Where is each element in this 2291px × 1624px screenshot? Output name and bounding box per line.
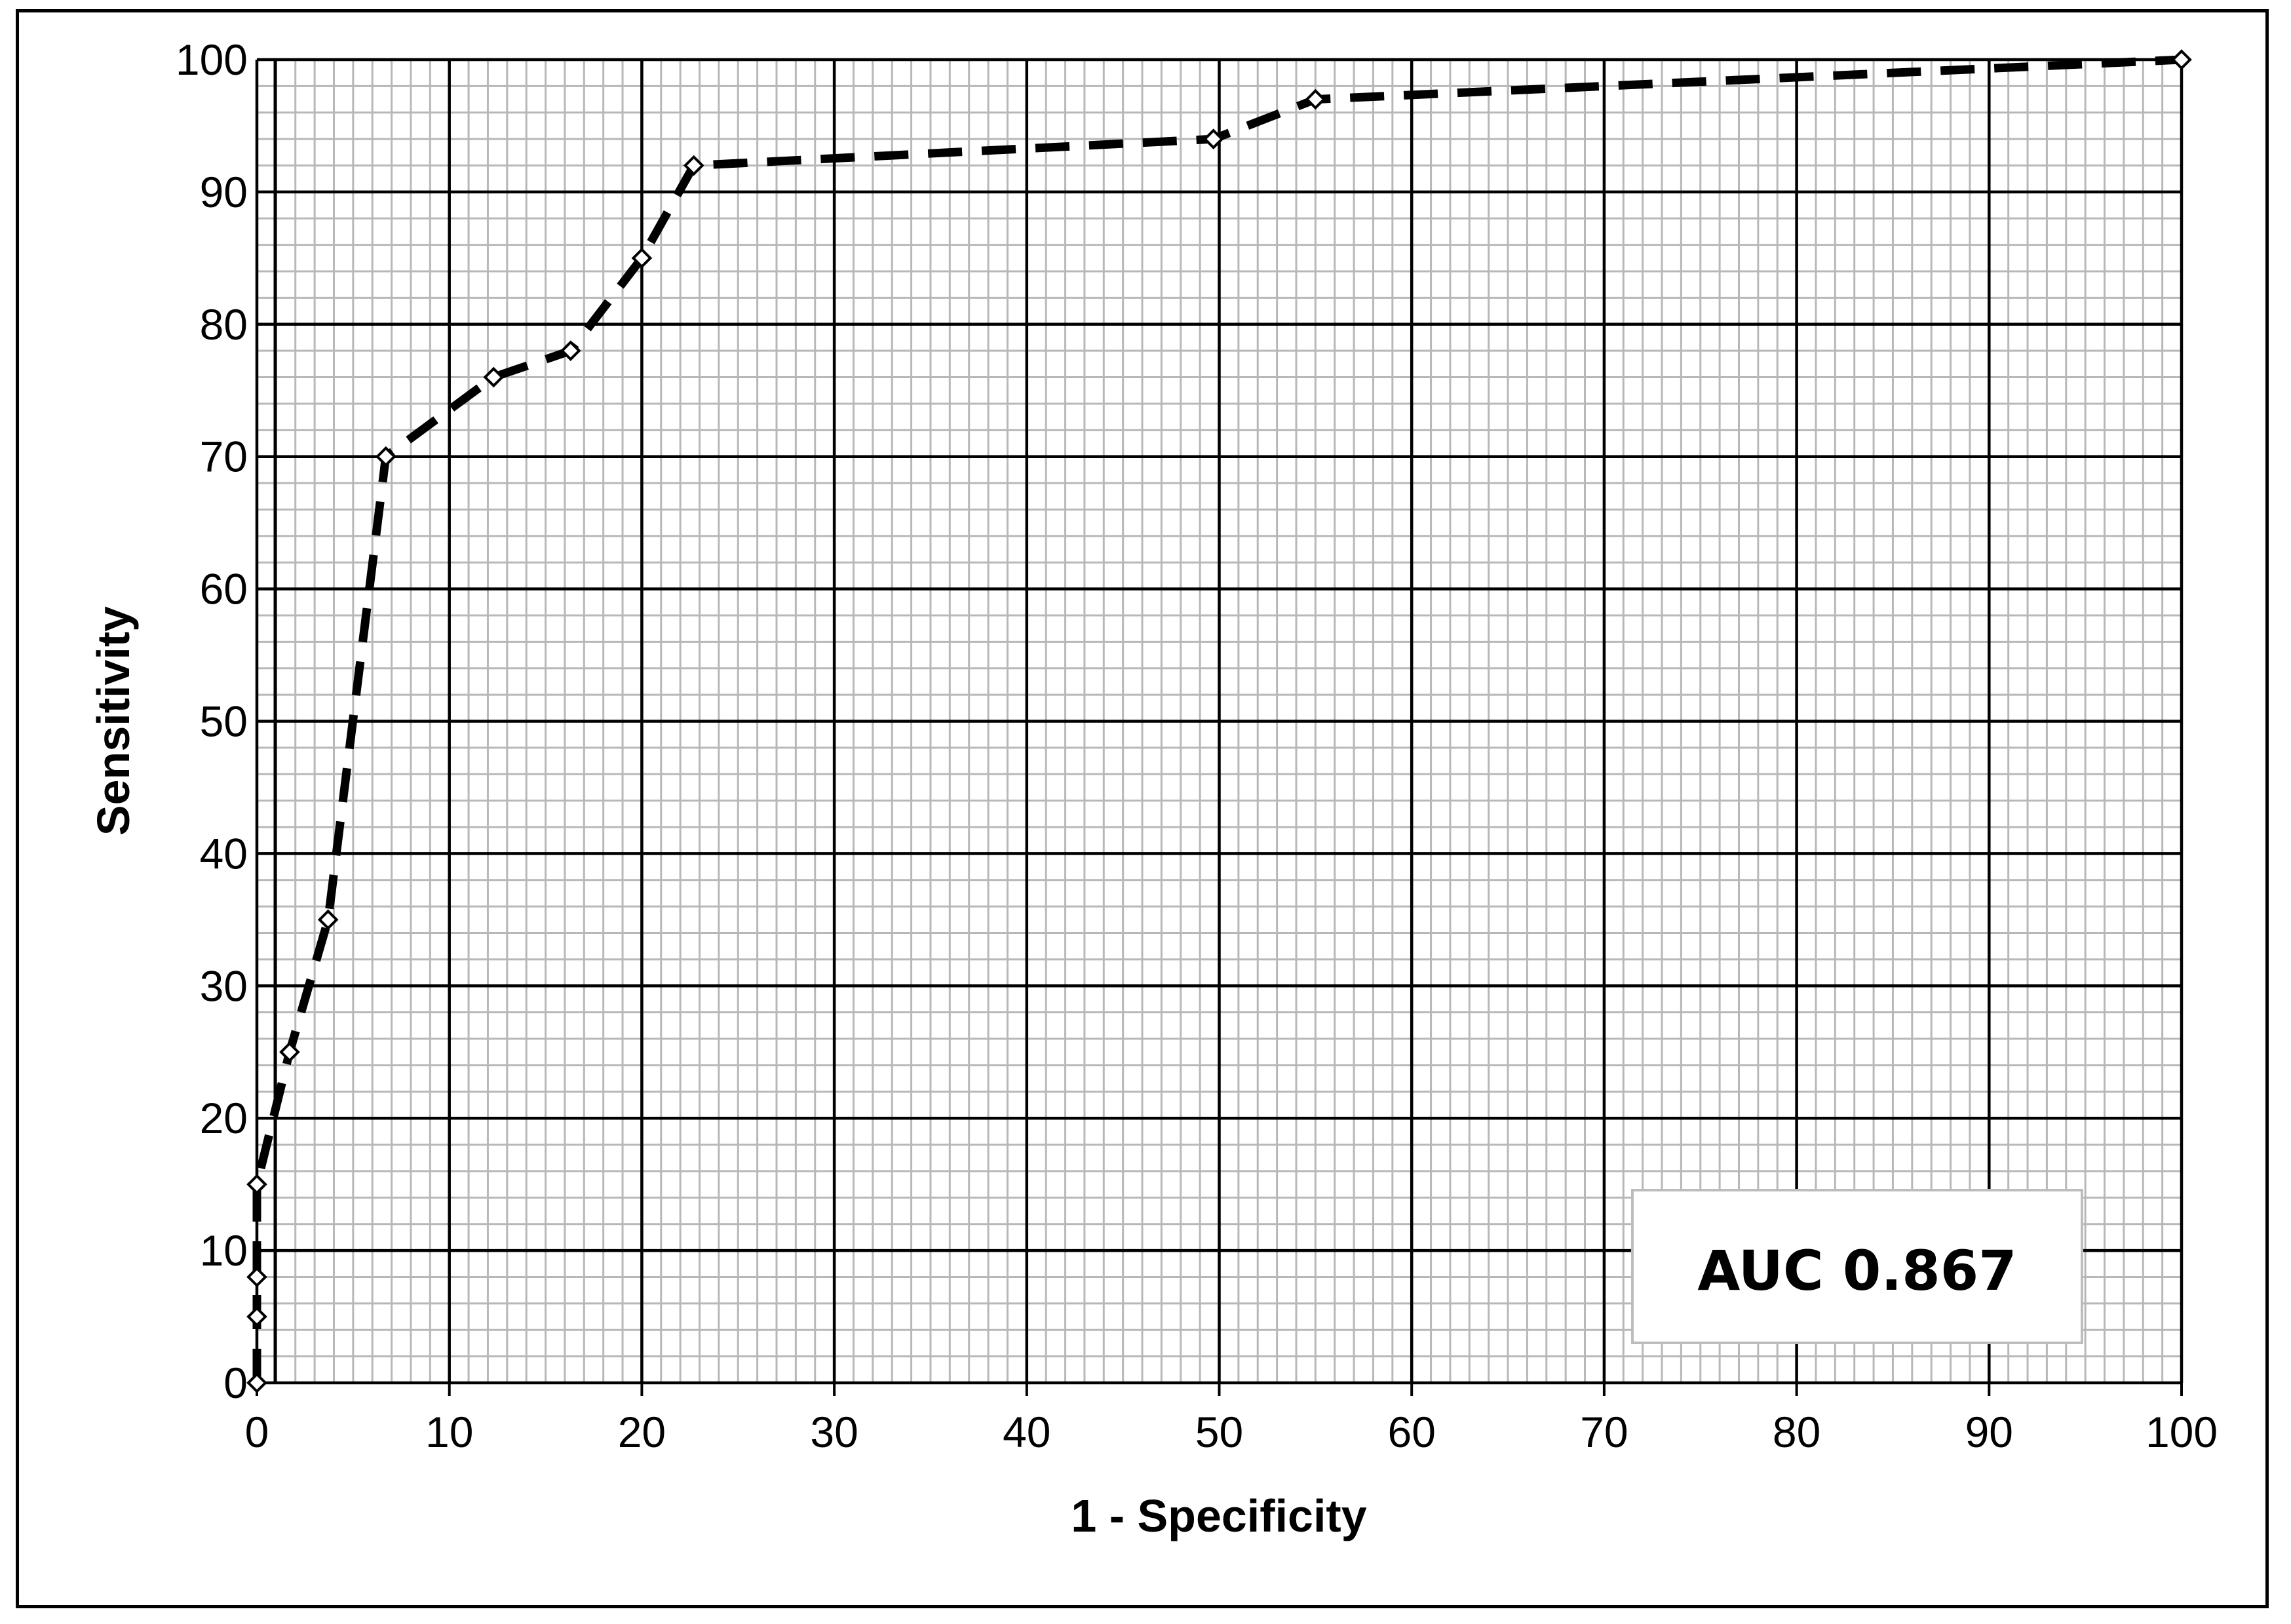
major-grid	[255, 58, 2184, 1396]
roc-point-marker	[246, 1266, 267, 1288]
x-tick-label: 70	[1580, 1408, 1628, 1456]
y-tick-label: 40	[200, 829, 248, 878]
series-markers	[246, 49, 2192, 1393]
roc-point-marker	[246, 1372, 267, 1393]
roc-chart: 0 10 20 30 40 50 60 70 80 90 100 0 10 20 30 40 50 60 70 80…	[88, 35, 2218, 1541]
roc-point-marker	[1203, 128, 1224, 149]
x-axis-title: 1 - Specificity	[1071, 1490, 1366, 1541]
y-axis-title: Sensitivity	[88, 606, 139, 836]
y-tick-label: 100	[176, 35, 248, 84]
y-tick-labels: 0 10 20 30 40 50 60 70 80 90 100	[176, 35, 248, 1407]
x-tick-label: 10	[425, 1408, 473, 1456]
x-tick-label: 80	[1773, 1408, 1820, 1456]
roc-point-marker	[246, 1306, 267, 1327]
roc-point-marker	[560, 340, 581, 362]
roc-point-marker	[375, 446, 396, 467]
roc-point-marker	[2171, 49, 2192, 70]
y-tick-label: 80	[200, 300, 248, 349]
roc-point-marker	[246, 1174, 267, 1195]
roc-point-marker	[1305, 88, 1326, 110]
y-tick-label: 50	[200, 697, 248, 746]
roc-point-marker	[317, 909, 339, 931]
x-tick-label: 90	[1965, 1408, 2013, 1456]
x-tick-label: 100	[2146, 1408, 2218, 1456]
series-line	[252, 55, 2182, 1383]
y-tick-label: 90	[200, 168, 248, 216]
chart-frame: 0 10 20 30 40 50 60 70 80 90 100 0 10 20 30 40 50 60 70 80…	[16, 9, 2269, 1608]
y-tick-label: 30	[200, 961, 248, 1010]
y-tick-label: 10	[200, 1226, 248, 1275]
roc-point-marker	[631, 248, 653, 269]
x-tick-label: 30	[810, 1408, 858, 1456]
y-tick-label: 70	[200, 433, 248, 481]
y-tick-label: 20	[200, 1094, 248, 1142]
x-tick-label: 0	[245, 1408, 269, 1456]
x-tick-label: 20	[618, 1408, 666, 1456]
y-tick-label: 60	[200, 565, 248, 613]
auc-annotation-text: AUC 0.867	[1697, 1239, 2016, 1303]
y-tick-label: 0	[223, 1359, 248, 1407]
x-tick-labels: 0 10 20 30 40 50 60 70 80 90 100	[245, 1408, 2218, 1456]
auc-annotation-box: AUC 0.867	[1631, 1189, 2083, 1344]
x-tick-label: 50	[1195, 1408, 1243, 1456]
roc-curve-line	[252, 55, 2182, 1383]
x-tick-label: 60	[1387, 1408, 1435, 1456]
roc-point-marker	[483, 366, 505, 388]
roc-point-marker	[279, 1041, 300, 1063]
roc-point-marker	[683, 155, 704, 176]
x-tick-label: 40	[1003, 1408, 1050, 1456]
